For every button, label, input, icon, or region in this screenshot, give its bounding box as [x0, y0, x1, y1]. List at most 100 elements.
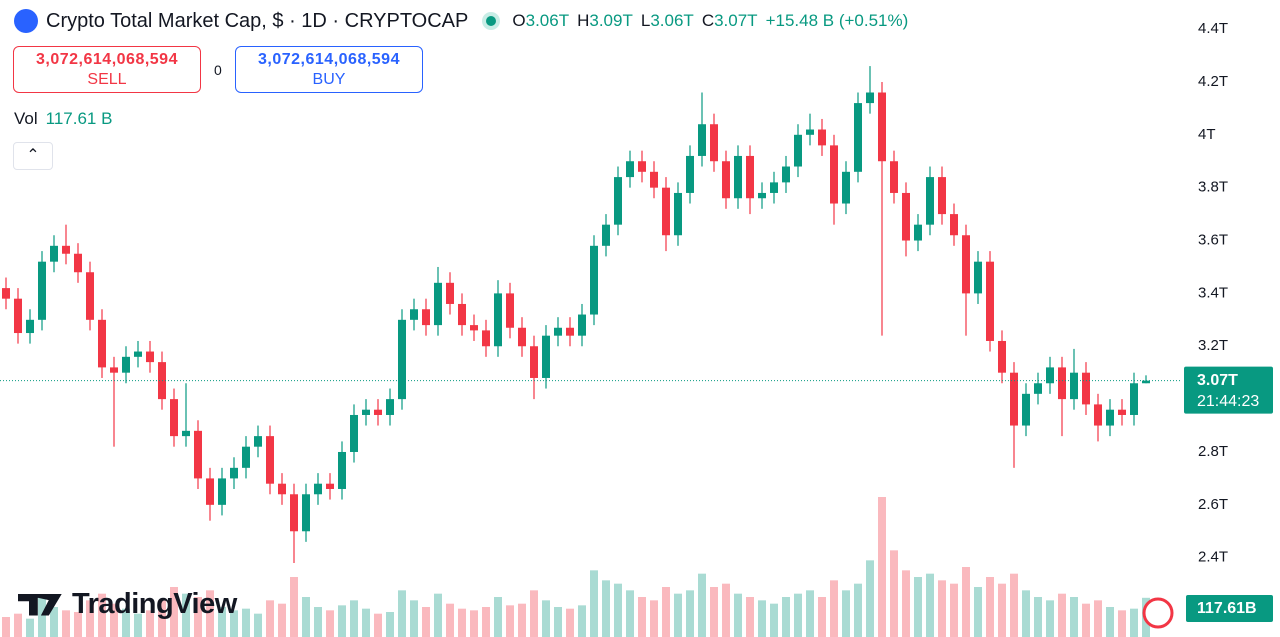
- volume-bar: [134, 613, 142, 637]
- candle-body: [1034, 383, 1042, 394]
- volume-bar: [506, 605, 514, 637]
- candle-body: [950, 214, 958, 236]
- volume-bar: [230, 610, 238, 637]
- buy-button[interactable]: 3,072,614,068,594 BUY: [235, 46, 423, 93]
- volume-bar: [470, 610, 478, 637]
- candle-body: [866, 92, 874, 104]
- candle-body: [1046, 367, 1054, 384]
- candle-body: [266, 436, 274, 484]
- y-tick-label: 2.8T: [1198, 443, 1228, 460]
- candle-body: [614, 177, 622, 225]
- volume-bar: [866, 560, 874, 637]
- candle-body: [290, 494, 298, 532]
- volume-bar: [686, 590, 694, 637]
- volume-bar: [902, 570, 910, 637]
- volume-bar: [938, 580, 946, 637]
- volume-bar: [890, 550, 898, 637]
- candle-body: [506, 293, 514, 328]
- candle-body: [38, 261, 46, 320]
- candle-body: [254, 436, 262, 447]
- candle-body: [110, 367, 118, 373]
- volume-bar: [722, 583, 730, 637]
- volume-bar: [242, 608, 250, 637]
- volume-bar: [746, 597, 754, 637]
- volume-bar: [50, 607, 58, 637]
- candle-body: [2, 288, 10, 299]
- candle-body: [230, 467, 238, 479]
- volume-bar: [650, 600, 658, 637]
- volume-bar: [458, 608, 466, 637]
- volume-bar: [770, 603, 778, 637]
- ohlc-value: 3.09T: [589, 11, 633, 30]
- candle-body: [890, 161, 898, 193]
- sell-button[interactable]: 3,072,614,068,594 SELL: [13, 46, 201, 93]
- candle-body: [782, 166, 790, 183]
- volume-bar: [914, 577, 922, 637]
- volume-bar: [194, 597, 202, 637]
- volume-bar: [362, 608, 370, 637]
- volume-label: 117.61B: [1197, 600, 1257, 617]
- candle-body: [278, 483, 286, 495]
- ohlc-key: L: [640, 11, 651, 30]
- volume-bar: [314, 607, 322, 637]
- volume-bar: [62, 610, 70, 637]
- candle-body: [854, 103, 862, 172]
- volume-bar: [482, 607, 490, 637]
- volume-bar: [518, 603, 526, 637]
- brand-text: TradingView: [72, 588, 237, 620]
- candle-body: [746, 155, 754, 199]
- symbol-title[interactable]: Crypto Total Market Cap, $ · 1D · CRYPTO…: [46, 9, 469, 32]
- volume-bar: [734, 593, 742, 637]
- ohlc-value: 3.07T: [714, 11, 758, 30]
- candle-body: [26, 319, 34, 334]
- ohlc-item: O3.06T: [512, 11, 569, 31]
- candle-body: [878, 92, 886, 162]
- volume-bar: [74, 612, 82, 637]
- volume-bar: [602, 580, 610, 637]
- volume-bar: [818, 597, 826, 637]
- candle-body: [842, 171, 850, 204]
- candle-body: [1010, 372, 1018, 426]
- candle-body: [374, 409, 382, 415]
- volume-bar: [530, 590, 538, 637]
- candle-body: [1058, 367, 1066, 400]
- candle-body: [446, 282, 454, 304]
- candle-body: [1142, 380, 1150, 384]
- candle-body: [530, 346, 538, 378]
- volume-bar: [350, 600, 358, 637]
- volume-bar: [782, 597, 790, 637]
- candle-body: [734, 155, 742, 199]
- candle-body: [602, 224, 610, 246]
- volume-bar: [206, 590, 214, 637]
- candle-body: [1094, 404, 1102, 426]
- ohlc-key: O: [512, 11, 526, 30]
- symbol-logo: [14, 9, 38, 33]
- candle-body: [314, 483, 322, 495]
- collapse-button[interactable]: ⌃: [13, 142, 53, 170]
- volume-bar: [1046, 600, 1054, 637]
- candle-body: [170, 399, 178, 437]
- volume-bar: [98, 593, 106, 637]
- change: +15.48 B (+0.51%): [765, 11, 909, 30]
- candle-body: [578, 314, 586, 336]
- candle-body: [722, 161, 730, 199]
- volume-bar: [1094, 600, 1102, 637]
- volume-bar: [14, 613, 22, 637]
- volume-bar: [218, 607, 226, 637]
- candle-body: [182, 430, 190, 437]
- volume-bar: [338, 605, 346, 637]
- volume-bar: [674, 593, 682, 637]
- candle-body: [830, 145, 838, 204]
- volume-bar: [710, 587, 718, 637]
- candle-body: [962, 235, 970, 294]
- candle-body: [794, 134, 802, 167]
- candle-body: [554, 327, 562, 336]
- spread: 0: [214, 62, 222, 78]
- volume-bar: [926, 573, 934, 637]
- ohlc-value: 3.06T: [650, 11, 694, 30]
- candle-body: [386, 399, 394, 415]
- volume-bar: [158, 600, 166, 637]
- candle-body: [194, 430, 202, 479]
- ohlc-item: C3.07T: [702, 11, 758, 31]
